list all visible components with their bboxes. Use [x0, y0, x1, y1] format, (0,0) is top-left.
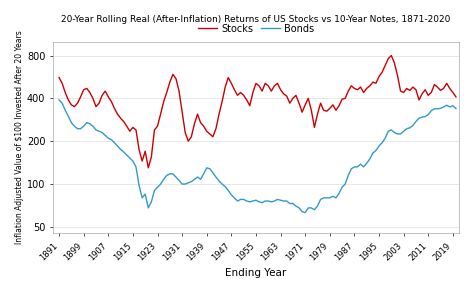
Stocks — [370, 80, 376, 84]
Bonds — [56, 98, 62, 102]
Bonds — [302, 211, 308, 214]
Stocks — [56, 76, 62, 79]
Y-axis label: Inflation Adjusted Value of $100 Invested After 20 Years: Inflation Adjusted Value of $100 Investe… — [15, 31, 24, 244]
Stocks — [265, 84, 271, 88]
Legend: Stocks, Bonds: Stocks, Bonds — [194, 20, 318, 38]
Bonds — [262, 199, 268, 203]
Bonds — [321, 196, 327, 200]
Title: 20-Year Rolling Real (After-Inflation) Returns of US Stocks vs 10-Year Notes, 18: 20-Year Rolling Real (After-Inflation) R… — [61, 15, 451, 24]
Line: Bonds: Bonds — [59, 100, 456, 213]
Stocks — [352, 87, 357, 90]
Bonds — [352, 165, 357, 169]
X-axis label: Ending Year: Ending Year — [225, 268, 287, 278]
Stocks — [389, 54, 394, 57]
Stocks — [453, 95, 459, 99]
Stocks — [321, 108, 327, 112]
Stocks — [146, 166, 151, 170]
Bonds — [164, 174, 170, 177]
Bonds — [370, 151, 376, 155]
Line: Stocks: Stocks — [59, 55, 456, 168]
Bonds — [453, 107, 459, 110]
Bonds — [226, 189, 231, 192]
Stocks — [167, 80, 173, 84]
Stocks — [228, 81, 234, 85]
